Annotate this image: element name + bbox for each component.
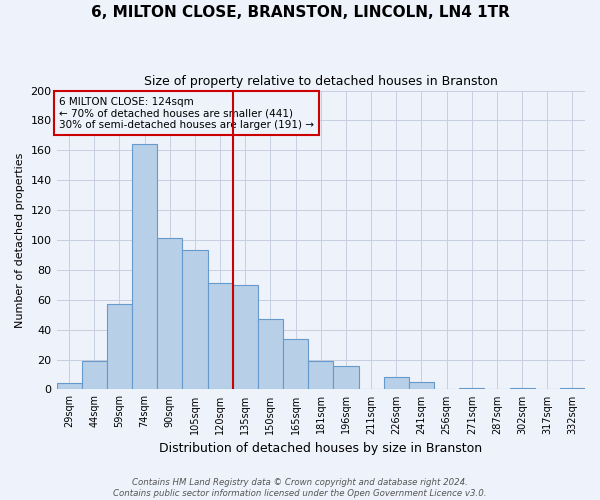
Bar: [560, 388, 585, 390]
Bar: [82, 361, 107, 390]
Bar: [459, 388, 484, 390]
X-axis label: Distribution of detached houses by size in Branston: Distribution of detached houses by size …: [159, 442, 482, 455]
Bar: [409, 382, 434, 390]
Y-axis label: Number of detached properties: Number of detached properties: [15, 152, 25, 328]
Bar: [56, 384, 82, 390]
Bar: [283, 338, 308, 390]
Bar: [182, 250, 208, 390]
Bar: [383, 378, 409, 390]
Bar: [334, 366, 359, 390]
Bar: [132, 144, 157, 390]
Bar: [208, 284, 233, 390]
Text: 6, MILTON CLOSE, BRANSTON, LINCOLN, LN4 1TR: 6, MILTON CLOSE, BRANSTON, LINCOLN, LN4 …: [91, 5, 509, 20]
Bar: [107, 304, 132, 390]
Text: 6 MILTON CLOSE: 124sqm
← 70% of detached houses are smaller (441)
30% of semi-de: 6 MILTON CLOSE: 124sqm ← 70% of detached…: [59, 96, 314, 130]
Bar: [509, 388, 535, 390]
Title: Size of property relative to detached houses in Branston: Size of property relative to detached ho…: [144, 75, 498, 88]
Bar: [233, 285, 258, 390]
Bar: [308, 361, 334, 390]
Text: Contains HM Land Registry data © Crown copyright and database right 2024.
Contai: Contains HM Land Registry data © Crown c…: [113, 478, 487, 498]
Bar: [157, 238, 182, 390]
Bar: [258, 319, 283, 390]
